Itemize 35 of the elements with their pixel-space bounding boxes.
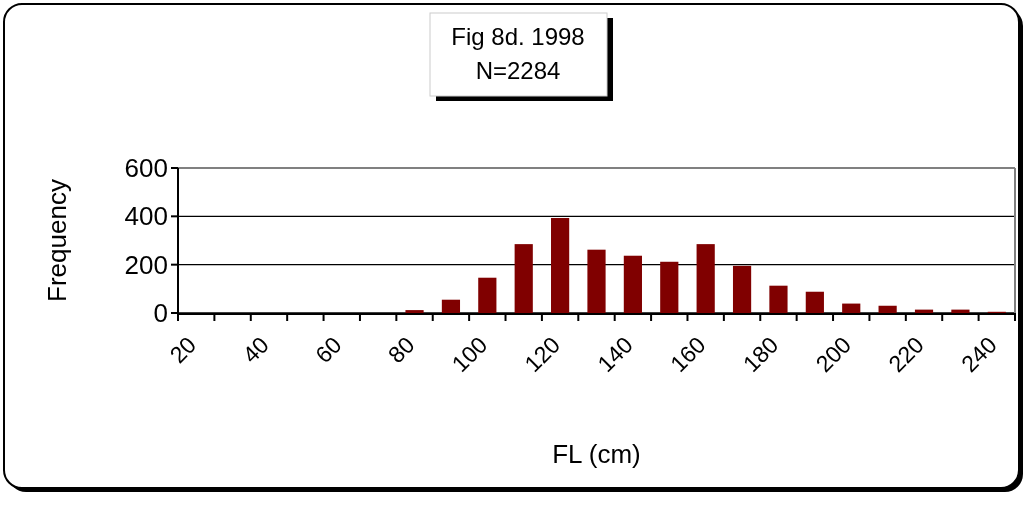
bar: [551, 218, 570, 313]
y-tick-label: 0: [153, 298, 168, 329]
chart-subtitle: N=2284: [475, 57, 561, 84]
x-tick-label: 200: [810, 331, 857, 378]
bar: [623, 255, 642, 313]
x-tick-label: 160: [665, 331, 711, 378]
x-tick-label: 120: [519, 331, 566, 378]
bar: [587, 249, 606, 313]
bar: [805, 291, 824, 313]
bar: [514, 244, 533, 313]
bar: [951, 309, 970, 313]
x-tick-label: 220: [883, 331, 929, 378]
bar: [842, 303, 861, 313]
y-axis-title: Frequency: [42, 179, 72, 302]
bar: [478, 277, 497, 313]
x-axis-title: FL (cm): [552, 439, 641, 469]
bar: [878, 305, 897, 313]
x-tick-label: 140: [592, 331, 638, 378]
chart-title: Fig 8d. 1998: [451, 23, 585, 50]
x-tick-label: 100: [446, 331, 493, 378]
bar: [732, 265, 752, 313]
x-tick-label: 180: [737, 331, 784, 378]
y-tick-label: 600: [124, 153, 168, 184]
y-tick-label: 400: [124, 201, 168, 232]
x-tick-label: 20: [164, 331, 202, 369]
bar: [441, 299, 461, 313]
bar: [696, 244, 715, 313]
bar: [769, 285, 788, 313]
x-tick-label: 240: [956, 331, 1002, 378]
x-tick-label: 80: [382, 331, 420, 369]
y-tick-label: 200: [124, 249, 168, 280]
x-tick-label: 40: [237, 331, 274, 369]
bar: [660, 261, 679, 313]
bar: [405, 310, 424, 313]
x-tick-label: 60: [310, 331, 347, 369]
